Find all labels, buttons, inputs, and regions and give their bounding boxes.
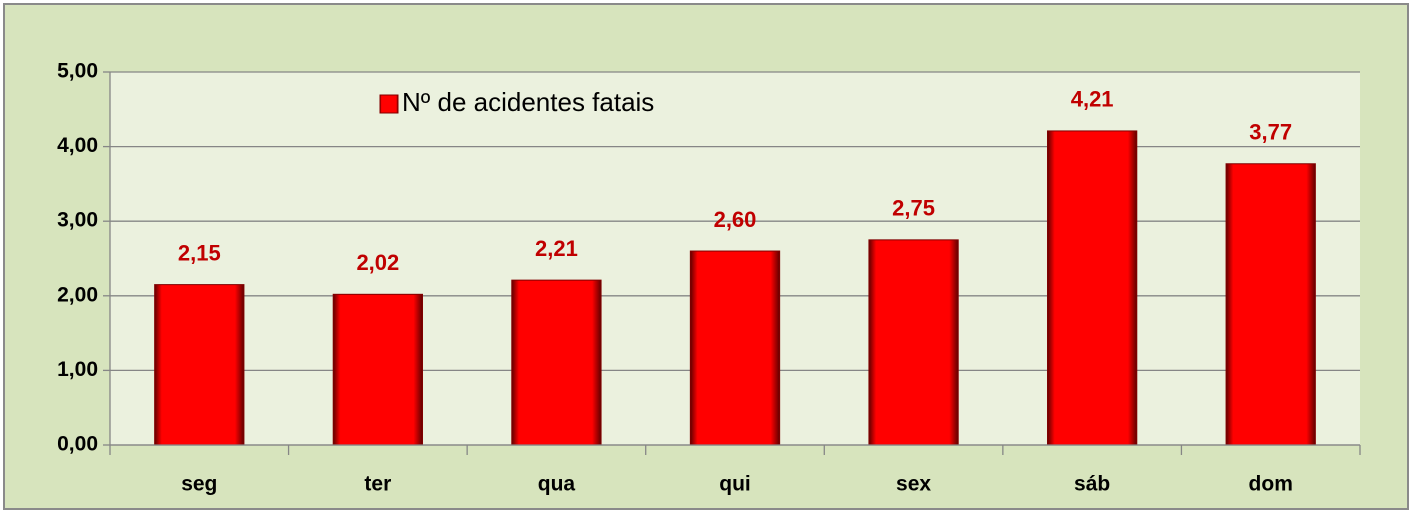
x-tick-label: sex [896, 473, 931, 496]
data-label: 3,77 [1249, 120, 1292, 145]
data-label: 2,15 [178, 240, 221, 265]
x-tick-label: qua [538, 473, 576, 496]
y-tick-label: 1,00 [57, 358, 98, 381]
data-label: 2,75 [892, 196, 935, 221]
x-tick-label: qui [719, 473, 751, 496]
data-label: 2,02 [356, 250, 399, 275]
y-tick-label: 4,00 [57, 134, 98, 157]
legend-label: Nº de acidentes fatais [402, 87, 654, 117]
bar [1047, 130, 1138, 446]
y-tick-label: 2,00 [57, 283, 98, 306]
y-tick-label: 5,00 [57, 60, 98, 83]
bar [689, 250, 781, 446]
bar [868, 239, 959, 446]
legend-swatch [379, 94, 399, 114]
bar [1225, 163, 1316, 446]
y-tick-label: 3,00 [57, 209, 98, 232]
x-tick-label: ter [364, 473, 391, 496]
bar [511, 279, 602, 446]
bar [154, 284, 245, 446]
data-label: 2,60 [714, 207, 757, 232]
y-tick-label: 0,00 [57, 433, 98, 456]
data-label: 2,21 [535, 236, 578, 261]
x-tick-label: sáb [1074, 473, 1110, 496]
x-tick-label: dom [1249, 473, 1293, 496]
data-label: 4,21 [1071, 87, 1114, 112]
x-tick-label: seg [181, 473, 217, 496]
bar [332, 293, 424, 446]
